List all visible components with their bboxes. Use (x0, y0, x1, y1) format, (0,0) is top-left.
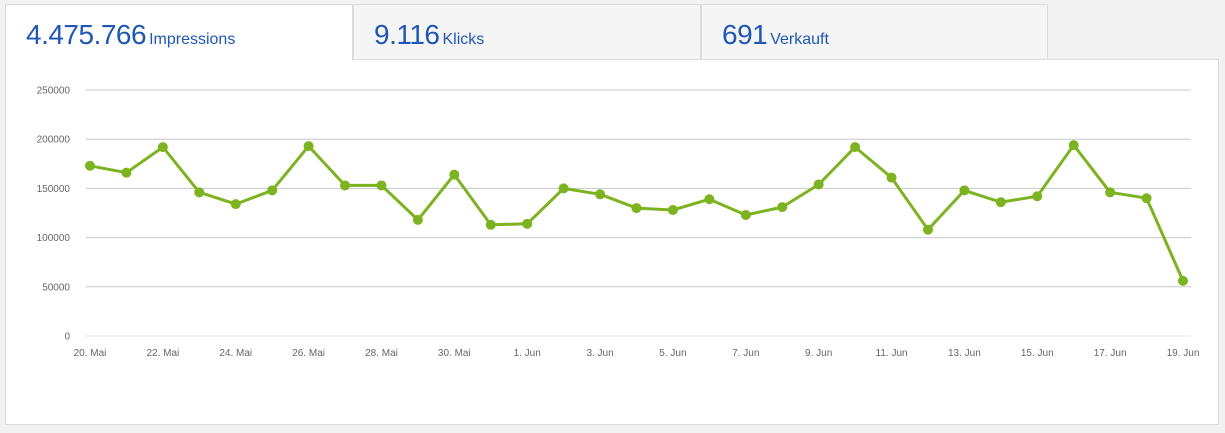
impressions-label: Impressions (149, 31, 236, 48)
data-point (704, 194, 715, 205)
data-point (1105, 187, 1116, 198)
data-point (1068, 140, 1079, 151)
x-tick-label: 26. Mai (292, 348, 325, 359)
y-tick-label: 200000 (37, 135, 71, 146)
verkauft-label: Verkauft (770, 31, 829, 48)
x-tick-label: 13. Jun (948, 348, 981, 359)
data-point (595, 189, 606, 200)
tab-verkauft[interactable]: 691 Verkauft (701, 4, 1048, 59)
data-point (1141, 193, 1152, 204)
impressions-value: 4.475.766 (26, 19, 147, 50)
data-point (412, 214, 423, 225)
tab-klicks[interactable]: 9.116 Klicks (353, 4, 701, 59)
tab-impressions[interactable]: 4.475.766 Impressions (5, 4, 353, 61)
x-tick-label: 7. Jun (732, 348, 759, 359)
y-tick-label: 100000 (37, 233, 71, 244)
data-point (230, 199, 241, 210)
data-point (1178, 275, 1188, 286)
x-tick-label: 17. Jun (1094, 348, 1127, 359)
data-point (522, 218, 533, 229)
x-tick-label: 9. Jun (805, 348, 832, 359)
line-chart: 0 50000 100000 150000 200000 250000 20. Mai 22.… (37, 86, 1200, 360)
x-tick-label: 1. Jun (514, 348, 541, 359)
data-point (85, 160, 95, 171)
x-tick-label: 28. Mai (365, 348, 398, 359)
x-tick-label: 30. Mai (438, 348, 471, 359)
data-point (1032, 191, 1043, 202)
data-point (886, 172, 897, 183)
data-point (995, 197, 1006, 208)
data-point (959, 185, 970, 196)
x-tick-label: 19. Jun (1167, 348, 1200, 359)
y-tick-label: 150000 (37, 184, 71, 195)
data-point (667, 205, 678, 216)
y-tick-label: 250000 (37, 86, 71, 97)
data-point (631, 203, 642, 214)
data-point (267, 185, 278, 196)
data-point (777, 202, 788, 213)
data-point (340, 180, 351, 191)
data-point (922, 224, 933, 235)
data-point (194, 187, 205, 198)
x-tick-label: 24. Mai (219, 348, 252, 359)
data-point (740, 209, 751, 220)
data-point (303, 141, 314, 152)
data-point (449, 169, 460, 180)
y-tick-label: 50000 (42, 282, 70, 293)
verkauft-value: 691 (722, 19, 768, 50)
x-tick-label: 5. Jun (659, 348, 686, 359)
data-point (850, 142, 861, 153)
x-tick-label: 20. Mai (74, 348, 107, 359)
data-point (157, 142, 168, 153)
data-point (376, 180, 387, 191)
klicks-label: Klicks (442, 31, 485, 48)
x-tick-label: 11. Jun (876, 348, 908, 359)
klicks-value: 9.116 (374, 19, 440, 50)
y-tick-label: 0 (64, 332, 70, 343)
data-point (813, 179, 824, 190)
x-tick-label: 22. Mai (146, 348, 179, 359)
data-point (485, 219, 496, 230)
x-tick-label: 3. Jun (586, 348, 613, 359)
x-tick-label: 15. Jun (1021, 348, 1054, 359)
data-point (558, 183, 569, 194)
data-point (121, 167, 132, 178)
chart-panel: 0 50000 100000 150000 200000 250000 20. Mai 22.… (5, 59, 1219, 425)
